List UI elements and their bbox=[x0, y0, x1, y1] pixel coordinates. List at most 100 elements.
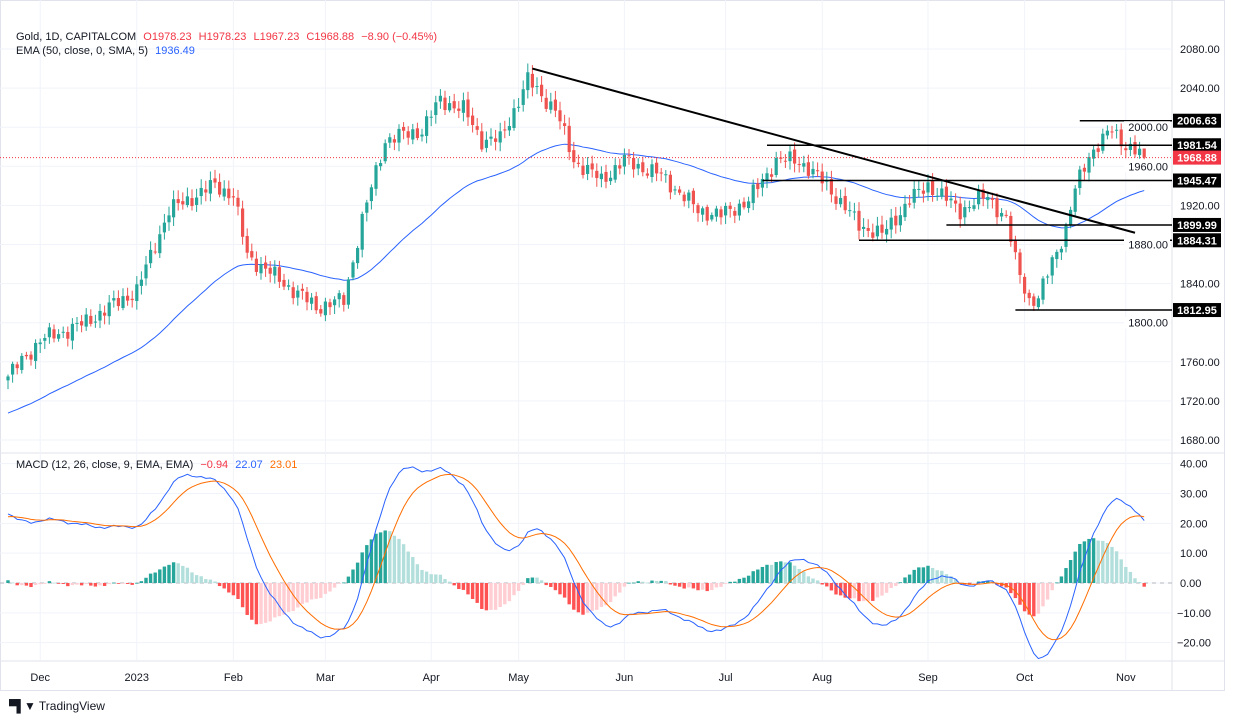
macd-histogram-bar bbox=[861, 583, 866, 602]
macd-histogram-bar bbox=[719, 583, 723, 587]
candle-body bbox=[319, 309, 323, 314]
candle bbox=[894, 207, 898, 234]
candle bbox=[268, 261, 272, 283]
candle-body bbox=[356, 247, 360, 264]
candle-body bbox=[839, 197, 843, 205]
macd-histogram-bar bbox=[926, 565, 930, 583]
candle bbox=[52, 324, 56, 343]
candle-body bbox=[751, 184, 755, 204]
macd-tick-label: 10.00 bbox=[1180, 548, 1208, 560]
candle-body bbox=[668, 174, 672, 193]
candle bbox=[512, 99, 516, 131]
macd-histogram-bar bbox=[995, 583, 999, 585]
candle bbox=[1036, 295, 1040, 310]
macd-histogram-bar bbox=[746, 575, 751, 583]
candle bbox=[116, 290, 120, 311]
candle-body bbox=[149, 249, 153, 264]
candle-body bbox=[733, 210, 737, 216]
candle bbox=[402, 122, 406, 140]
candle bbox=[747, 196, 751, 213]
candle-body bbox=[57, 334, 61, 339]
candle-body bbox=[563, 123, 567, 126]
candle bbox=[1133, 135, 1137, 158]
candle bbox=[558, 101, 562, 130]
macd-histogram-bar bbox=[282, 583, 286, 615]
candle bbox=[604, 164, 608, 189]
ema-label[interactable]: EMA (50, close, 0, SMA, 5) bbox=[16, 45, 149, 57]
macd-histogram-bar bbox=[484, 583, 489, 611]
candle-body bbox=[1110, 131, 1114, 133]
candle-body bbox=[1082, 167, 1086, 172]
macd-histogram-bar bbox=[240, 583, 245, 608]
candle bbox=[1115, 123, 1119, 139]
tradingview-brand: TradingView bbox=[38, 699, 105, 713]
candle bbox=[1000, 208, 1004, 222]
time-tick-label: Dec bbox=[30, 672, 50, 684]
macd-histogram-bar bbox=[1087, 538, 1091, 583]
candle-body bbox=[793, 149, 797, 164]
candle-body bbox=[848, 210, 852, 212]
candle bbox=[121, 288, 125, 311]
candle-body bbox=[586, 164, 590, 174]
candle-body bbox=[342, 295, 346, 305]
candle bbox=[1073, 185, 1077, 217]
macd-histogram-bar bbox=[1041, 583, 1045, 607]
candle-body bbox=[664, 174, 668, 176]
macd-histogram-bar bbox=[33, 583, 38, 586]
candle bbox=[448, 95, 452, 113]
candle-body bbox=[641, 162, 645, 173]
macd-histogram-bar bbox=[254, 583, 259, 625]
macd-label[interactable]: MACD (12, 26, close, 9, EMA, EMA) bbox=[16, 459, 194, 471]
candle-body bbox=[1133, 141, 1137, 155]
candle-body bbox=[783, 160, 787, 162]
candle bbox=[438, 89, 442, 109]
macd-histogram-bar bbox=[489, 583, 493, 610]
candle-body bbox=[287, 285, 291, 287]
candle bbox=[724, 202, 728, 225]
candle bbox=[1041, 276, 1045, 305]
candle-body bbox=[310, 297, 314, 304]
macd-histogram-bar bbox=[1045, 583, 1050, 600]
macd-histogram-bar bbox=[231, 583, 236, 596]
macd-line bbox=[7, 466, 1145, 660]
macd-histogram-bar bbox=[889, 583, 893, 589]
candle-body bbox=[862, 226, 866, 229]
candle bbox=[641, 156, 645, 177]
candle bbox=[1087, 152, 1091, 182]
macd-histogram-bar bbox=[259, 583, 263, 624]
candle bbox=[374, 162, 378, 196]
macd-histogram-bar bbox=[162, 566, 167, 583]
candle-body bbox=[66, 331, 70, 339]
candle bbox=[636, 158, 640, 176]
macd-histogram-bar bbox=[834, 583, 838, 595]
candle bbox=[89, 309, 93, 327]
macd-histogram-bar bbox=[466, 583, 470, 595]
time-tick-label: Aug bbox=[812, 672, 832, 684]
macd-histogram-bar bbox=[930, 567, 935, 583]
candle-body bbox=[1000, 212, 1004, 217]
macd-histogram-bar bbox=[599, 583, 604, 607]
candle bbox=[287, 279, 291, 291]
macd-histogram-bar bbox=[903, 577, 907, 583]
macd-histogram-bar bbox=[24, 583, 29, 586]
candle bbox=[908, 194, 912, 208]
macd-histogram-bar bbox=[990, 581, 995, 583]
tradingview-footer[interactable]: ▀▌▼ TradingView bbox=[9, 699, 105, 713]
candle bbox=[627, 149, 631, 165]
candle-body bbox=[139, 279, 143, 286]
candle-body bbox=[222, 188, 226, 197]
candle-body bbox=[241, 208, 245, 237]
candle-body bbox=[655, 162, 659, 174]
macd-histogram-bar bbox=[1114, 551, 1119, 583]
macd-histogram-bar bbox=[516, 583, 521, 591]
candle-body bbox=[61, 331, 65, 333]
candle bbox=[213, 169, 217, 189]
macd-histogram-bar bbox=[61, 583, 65, 584]
candle-body bbox=[618, 165, 622, 169]
candle bbox=[172, 190, 176, 227]
macd-histogram-bar bbox=[1091, 538, 1096, 583]
symbol-title[interactable]: Gold, 1D, CAPITALCOM bbox=[16, 31, 137, 43]
macd-histogram-bar bbox=[217, 583, 222, 587]
candle-body bbox=[613, 165, 617, 180]
